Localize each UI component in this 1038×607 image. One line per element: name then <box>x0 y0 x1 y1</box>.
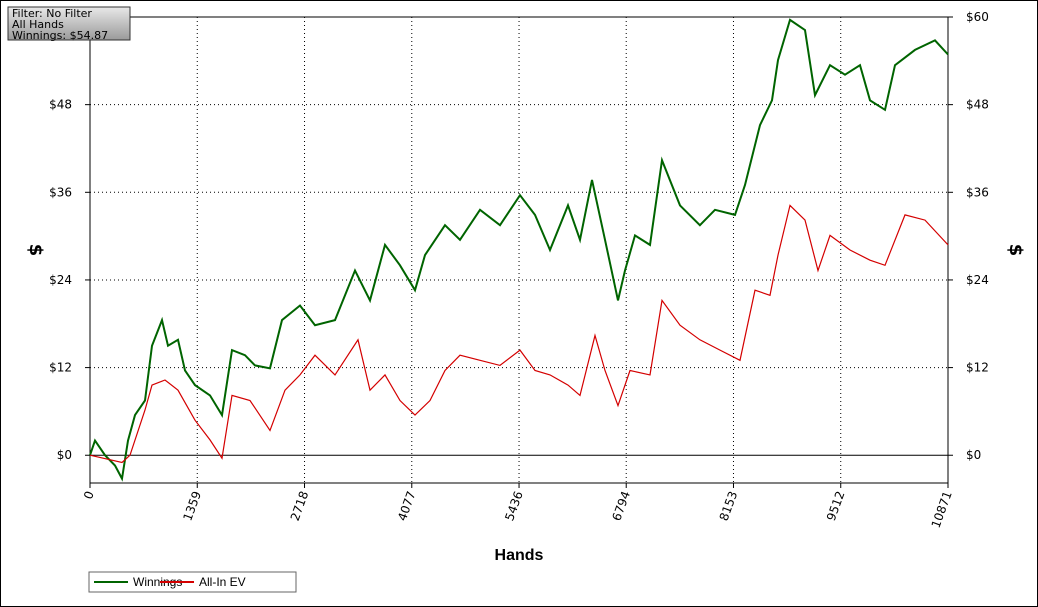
y2-tick-label: $0 <box>966 448 981 462</box>
y2-tick-label: $36 <box>966 185 989 199</box>
y-axis-label: $ <box>25 244 46 257</box>
series-line <box>89 18 949 482</box>
x-axis-label: Hands <box>495 547 544 564</box>
y2-tick-label: $12 <box>966 361 989 375</box>
y-tick-label: $48 <box>49 98 72 112</box>
series-line <box>89 204 949 464</box>
filter-line: Filter: No Filter <box>12 7 92 20</box>
y2-tick-label: $60 <box>966 10 989 24</box>
filter-box: Filter: No Filter All Hands Winnings: $5… <box>7 6 131 42</box>
y2-tick-label: $48 <box>966 98 989 112</box>
legend-label: Winnings <box>133 575 182 589</box>
y-tick-label: $0 <box>57 448 72 462</box>
y-tick-label: $36 <box>49 185 72 199</box>
y2-tick-label: $24 <box>966 273 989 287</box>
legend-label: All-In EV <box>199 575 246 589</box>
filter-line: Winnings: $54.87 <box>12 29 108 42</box>
y-tick-label: $24 <box>49 273 72 287</box>
filter-line: All Hands <box>12 18 64 31</box>
y-tick-label: $12 <box>49 361 72 375</box>
y2-axis-label: $ <box>1005 244 1026 257</box>
x-tick-label: 0 <box>81 489 97 501</box>
filter-box-bg <box>7 6 131 41</box>
